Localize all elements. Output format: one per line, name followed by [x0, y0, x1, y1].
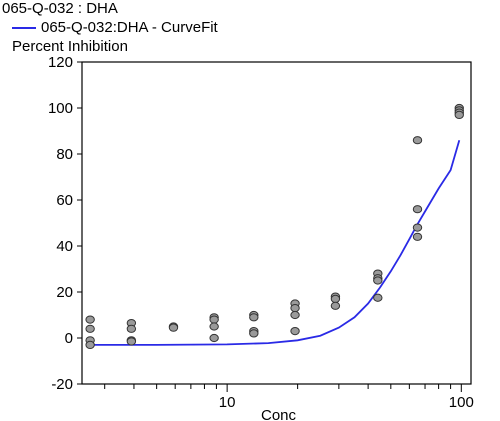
data-point	[373, 293, 383, 302]
chart-title: 065-Q-032 : DHA	[2, 0, 118, 17]
data-point	[412, 232, 423, 241]
data-point	[126, 324, 137, 333]
data-point	[290, 304, 300, 313]
data-point	[85, 315, 95, 324]
y-tick-label: 60	[56, 192, 73, 209]
data-point	[249, 313, 259, 322]
data-point	[290, 327, 300, 336]
y-tick-label: 0	[65, 330, 73, 347]
x-tick-label: 100	[449, 394, 474, 411]
data-point	[209, 333, 219, 343]
y-tick-label: -20	[51, 376, 73, 393]
data-point	[412, 223, 423, 232]
legend: 065-Q-032:DHA - CurveFit	[12, 19, 218, 36]
y-tick-label: 40	[56, 238, 73, 255]
data-point	[290, 310, 300, 320]
y-axis-label: Percent Inhibition	[12, 38, 128, 55]
y-tick-label: 100	[48, 100, 73, 117]
data-point	[330, 294, 341, 303]
y-tick-label: 120	[48, 54, 73, 71]
data-point	[168, 323, 179, 332]
y-tick-label: 20	[56, 284, 73, 301]
data-point	[249, 329, 259, 338]
data-point	[373, 276, 383, 285]
data-point	[412, 136, 423, 145]
data-point	[209, 322, 219, 331]
curve-fit-line	[90, 139, 461, 346]
data-point	[330, 301, 341, 310]
y-tick-label: 80	[56, 146, 73, 163]
legend-line-swatch	[12, 26, 36, 29]
data-point	[209, 315, 219, 324]
data-point	[454, 110, 464, 120]
plot-frame	[81, 61, 472, 385]
x-axis-label: Conc	[261, 407, 297, 421]
data-point	[85, 324, 95, 333]
legend-label: 065-Q-032:DHA - CurveFit	[41, 19, 218, 36]
x-tick-label: 10	[219, 394, 236, 411]
data-point	[85, 340, 95, 349]
data-point	[126, 337, 137, 346]
data-point	[412, 205, 423, 214]
